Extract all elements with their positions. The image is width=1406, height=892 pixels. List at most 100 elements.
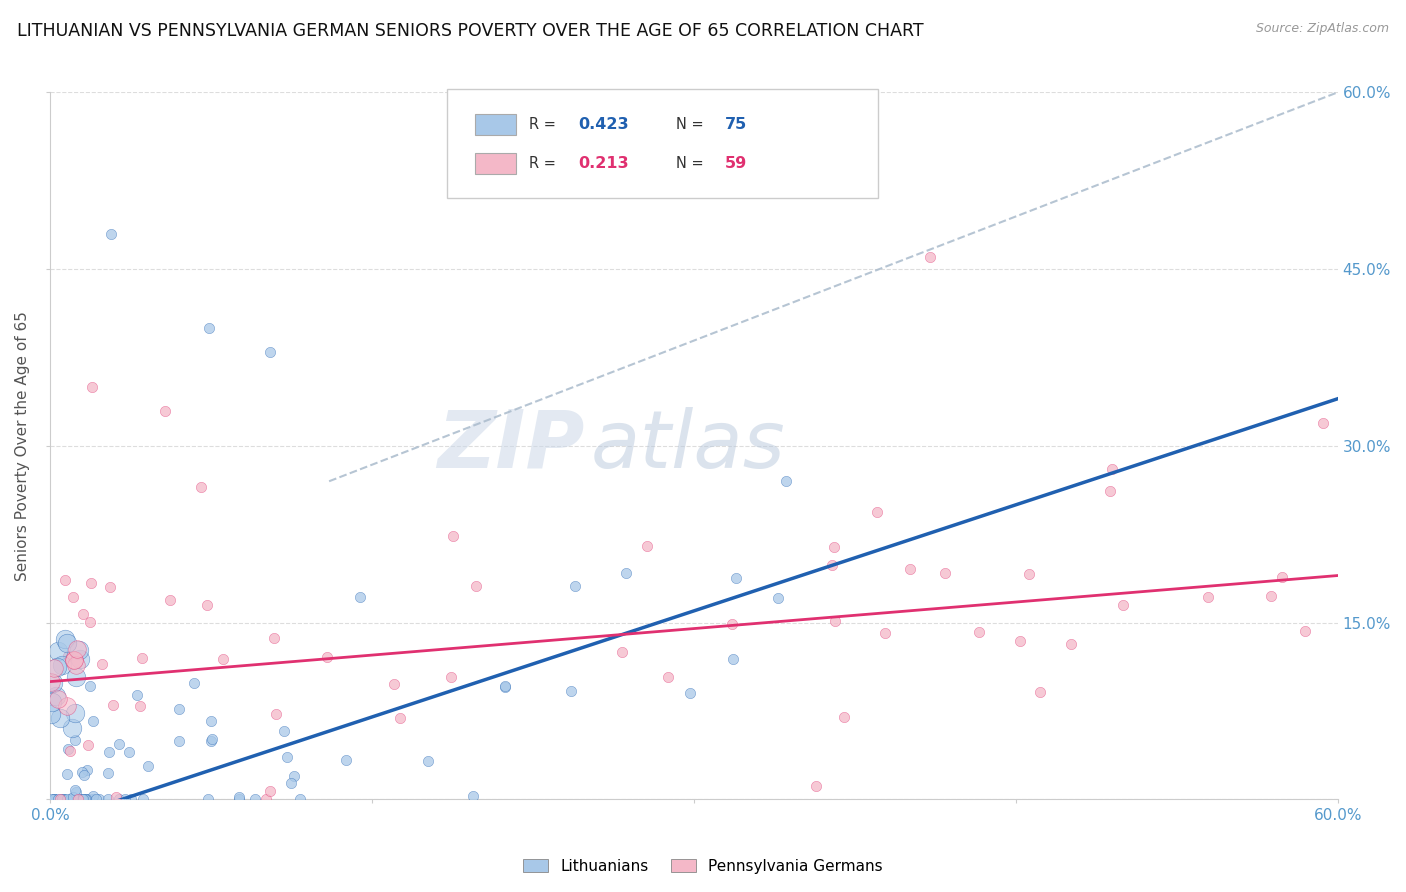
Pennsylvania Germans xyxy=(1059,637,1081,651)
Lithuanians xyxy=(79,679,101,693)
Lithuanians xyxy=(679,686,702,700)
Pennsylvania Germans xyxy=(1260,589,1282,603)
Point xyxy=(56,635,79,649)
Lithuanians xyxy=(73,792,96,806)
Lithuanians xyxy=(118,745,141,759)
Text: 0.213: 0.213 xyxy=(578,156,628,171)
Lithuanians xyxy=(72,792,94,806)
Lithuanians xyxy=(53,792,76,806)
Lithuanians xyxy=(82,789,104,803)
Point xyxy=(63,653,86,667)
Pennsylvania Germans xyxy=(804,780,827,794)
Pennsylvania Germans xyxy=(159,593,181,607)
Lithuanians xyxy=(42,792,65,806)
Lithuanians xyxy=(63,783,86,797)
Pennsylvania Germans xyxy=(131,651,153,665)
Pennsylvania Germans xyxy=(98,580,121,594)
Text: LITHUANIAN VS PENNSYLVANIA GERMAN SENIORS POVERTY OVER THE AGE OF 65 CORRELATION: LITHUANIAN VS PENNSYLVANIA GERMAN SENIOR… xyxy=(17,22,924,40)
Lithuanians xyxy=(46,792,69,806)
Pennsylvania Germans xyxy=(721,616,744,631)
Legend: Lithuanians, Pennsylvania Germans: Lithuanians, Pennsylvania Germans xyxy=(517,853,889,880)
Pennsylvania Germans xyxy=(62,590,84,604)
Pennsylvania Germans xyxy=(824,615,846,629)
Pennsylvania Germans xyxy=(263,631,285,645)
Pennsylvania Germans xyxy=(72,607,94,622)
Lithuanians xyxy=(197,792,219,806)
Lithuanians xyxy=(283,769,305,783)
Lithuanians xyxy=(725,571,748,585)
Lithuanians xyxy=(70,792,93,806)
Text: Source: ZipAtlas.com: Source: ZipAtlas.com xyxy=(1256,22,1389,36)
Pennsylvania Germans xyxy=(264,706,287,721)
Lithuanians xyxy=(56,766,79,780)
Lithuanians xyxy=(63,733,86,747)
Lithuanians xyxy=(335,753,357,767)
Lithuanians xyxy=(228,790,250,805)
Point xyxy=(55,632,77,646)
Pennsylvania Germans xyxy=(388,711,411,725)
Point xyxy=(49,711,72,725)
Lithuanians xyxy=(198,321,221,335)
Text: 75: 75 xyxy=(724,118,747,132)
Pennsylvania Germans xyxy=(832,709,855,723)
Pennsylvania Germans xyxy=(821,558,844,572)
Lithuanians xyxy=(107,737,129,751)
Lithuanians xyxy=(276,749,298,764)
Pennsylvania Germans xyxy=(865,505,887,519)
Text: N =: N = xyxy=(676,118,703,132)
Lithuanians xyxy=(97,765,120,780)
Lithuanians xyxy=(200,733,222,747)
Lithuanians xyxy=(200,714,222,728)
Lithuanians xyxy=(120,792,142,806)
Point xyxy=(51,658,73,673)
Lithuanians xyxy=(52,792,75,806)
Text: 59: 59 xyxy=(724,156,747,171)
Text: ZIP: ZIP xyxy=(437,407,585,485)
Lithuanians xyxy=(136,759,159,773)
Point xyxy=(63,706,86,720)
Point xyxy=(42,660,65,674)
Pennsylvania Germans xyxy=(80,575,103,590)
Text: N =: N = xyxy=(676,156,703,171)
Pennsylvania Germans xyxy=(190,480,212,494)
Lithuanians xyxy=(98,745,121,759)
Lithuanians xyxy=(775,475,797,489)
Point xyxy=(55,698,77,713)
Lithuanians xyxy=(75,792,97,806)
Pennsylvania Germans xyxy=(254,792,277,806)
Pennsylvania Germans xyxy=(59,744,82,758)
Pennsylvania Germans xyxy=(934,566,956,580)
Lithuanians xyxy=(132,792,155,806)
Lithuanians xyxy=(72,764,94,779)
Point xyxy=(46,659,69,673)
Point xyxy=(66,641,89,656)
Point xyxy=(42,676,65,690)
Lithuanians xyxy=(114,792,136,806)
Point xyxy=(41,695,63,709)
Pennsylvania Germans xyxy=(79,615,101,629)
Pennsylvania Germans xyxy=(80,380,103,394)
Lithuanians xyxy=(73,768,96,782)
Pennsylvania Germans xyxy=(259,784,281,798)
Lithuanians xyxy=(201,731,224,746)
Lithuanians xyxy=(418,754,440,768)
Lithuanians xyxy=(721,651,744,665)
Pennsylvania Germans xyxy=(1018,567,1040,582)
Point xyxy=(46,644,69,658)
Pennsylvania Germans xyxy=(465,579,488,593)
Pennsylvania Germans xyxy=(197,598,219,612)
Lithuanians xyxy=(183,675,205,690)
Lithuanians xyxy=(167,734,190,748)
Lithuanians xyxy=(62,790,84,805)
Lithuanians xyxy=(97,792,120,806)
Lithuanians xyxy=(228,792,250,806)
Point xyxy=(69,652,91,666)
Lithuanians xyxy=(494,679,516,693)
Lithuanians xyxy=(100,227,122,241)
Pennsylvania Germans xyxy=(103,698,125,712)
Lithuanians xyxy=(44,792,66,806)
Pennsylvania Germans xyxy=(129,699,152,714)
Y-axis label: Seniors Poverty Over the Age of 65: Seniors Poverty Over the Age of 65 xyxy=(15,311,30,581)
FancyBboxPatch shape xyxy=(447,89,877,198)
Pennsylvania Germans xyxy=(1312,416,1334,430)
